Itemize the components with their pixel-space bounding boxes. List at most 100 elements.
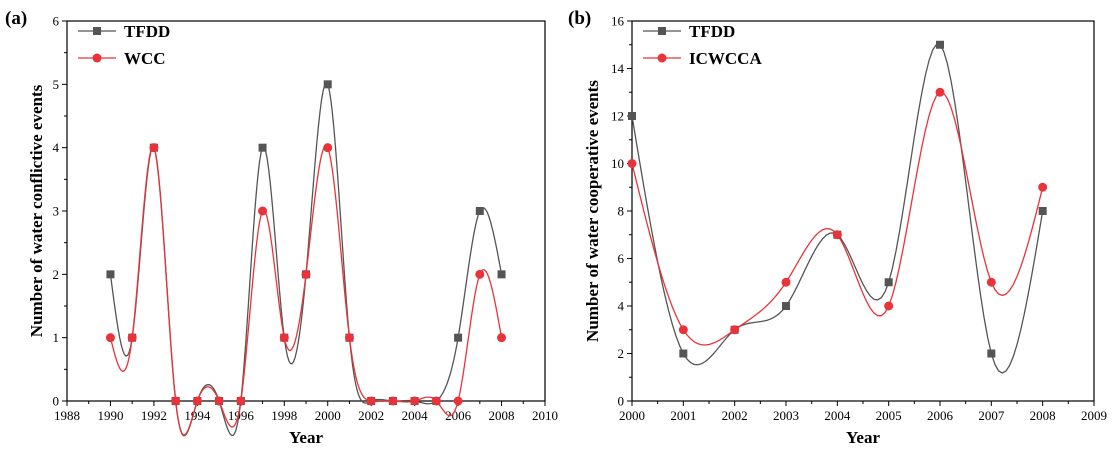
y-tick-label: 16 — [611, 14, 625, 29]
y-tick-label: 6 — [618, 251, 625, 266]
data-point-tfdd — [323, 80, 332, 89]
data-point-tfdd — [782, 302, 790, 310]
x-tick-label: 2006 — [927, 408, 954, 423]
y-tick-label: 3 — [53, 204, 60, 219]
x-tick-label: 2010 — [532, 408, 558, 423]
data-point-icwcca — [730, 325, 740, 335]
panel-label: (b) — [568, 8, 591, 29]
legend-marker — [657, 53, 667, 63]
legend-marker — [658, 27, 666, 35]
data-point-icwcca — [884, 301, 894, 311]
legend-label: TFDD — [124, 22, 170, 41]
data-point-wcc — [214, 396, 224, 406]
data-point-wcc — [192, 396, 202, 406]
data-point-icwcca — [1038, 182, 1048, 192]
y-tick-label: 0 — [53, 394, 60, 409]
data-point-wcc — [475, 269, 485, 279]
data-point-icwcca — [832, 230, 842, 240]
data-point-wcc — [236, 396, 246, 406]
y-tick-label: 4 — [618, 299, 625, 314]
x-tick-label: 2000 — [315, 408, 341, 423]
data-point-tfdd — [106, 270, 115, 279]
x-tick-label: 1988 — [54, 408, 80, 423]
y-tick-label: 10 — [611, 156, 624, 171]
legend-marker — [93, 27, 101, 35]
legend-marker — [92, 53, 102, 63]
legend-label: ICWCCA — [689, 49, 762, 68]
data-point-icwcca — [781, 277, 791, 287]
x-axis-title: Year — [846, 428, 880, 447]
data-point-tfdd — [454, 333, 463, 342]
x-tick-label: 2009 — [1081, 408, 1107, 423]
data-point-icwcca — [935, 87, 945, 97]
plot-frame — [66, 20, 546, 402]
y-tick-label: 5 — [53, 77, 60, 92]
data-point-wcc — [149, 143, 159, 153]
x-tick-label: 2002 — [358, 408, 384, 423]
x-tick-label: 2000 — [619, 408, 645, 423]
data-point-tfdd — [1038, 207, 1047, 215]
data-point-wcc — [279, 333, 289, 343]
data-point-wcc — [497, 333, 507, 343]
data-point-wcc — [453, 396, 463, 406]
series-line-tfdd — [109, 81, 503, 437]
data-point-wcc — [344, 333, 354, 343]
x-tick-label: 2008 — [1030, 408, 1056, 423]
data-point-tfdd — [475, 207, 484, 215]
x-tick-label: 2005 — [876, 408, 902, 423]
data-point-wcc — [301, 269, 311, 279]
data-point-tfdd — [497, 270, 506, 279]
x-tick-label: 1992 — [141, 408, 167, 423]
data-point-tfdd — [884, 278, 893, 287]
legend-label: WCC — [124, 49, 166, 68]
x-tick-label: 1990 — [97, 408, 123, 423]
data-point-icwcca — [627, 159, 637, 168]
legend-label: TFDD — [689, 22, 735, 41]
x-tick-label: 2007 — [978, 408, 1005, 423]
data-point-tfdd — [258, 143, 267, 152]
x-tick-label: 2003 — [773, 408, 799, 423]
x-tick-label: 2006 — [445, 408, 472, 423]
data-point-wcc — [410, 396, 420, 406]
data-point-wcc — [388, 396, 398, 406]
y-tick-label: 6 — [53, 14, 60, 29]
data-point-wcc — [323, 143, 333, 153]
data-point-wcc — [431, 396, 441, 406]
data-point-tfdd — [628, 112, 636, 120]
y-axis-title: Number of water cooperative events — [583, 80, 602, 342]
y-tick-label: 8 — [618, 204, 625, 219]
data-point-wcc — [127, 333, 137, 343]
y-tick-label: 0 — [618, 394, 625, 409]
x-axis-title: Year — [289, 428, 323, 447]
data-point-icwcca — [678, 325, 688, 335]
panel-a: 1988 1990 1992 1994 1996 1998 2000 2002 2004 2006… — [5, 8, 558, 447]
x-tick-label: 1994 — [184, 408, 211, 423]
data-point-tfdd — [679, 349, 688, 358]
data-point-wcc — [258, 206, 268, 216]
y-tick-label: 1 — [53, 330, 60, 345]
panel-b: 2000 2001 2002 2003 2004 2005 2006 2007 2008 2009… — [568, 8, 1107, 447]
series-line-icwcca — [631, 91, 1044, 346]
x-tick-label: 2002 — [722, 408, 748, 423]
y-axis-title: Number of water conflictive events — [27, 84, 46, 337]
x-tick-label: 2004 — [824, 408, 851, 423]
x-tick-label: 1998 — [271, 408, 297, 423]
data-point-tfdd — [936, 40, 944, 49]
data-point-wcc — [105, 333, 115, 343]
y-tick-label: 2 — [618, 346, 625, 361]
y-tick-label: 14 — [611, 61, 625, 76]
panel-label: (a) — [5, 8, 27, 29]
y-tick-label: 2 — [53, 267, 60, 282]
x-tick-label: 2001 — [670, 408, 696, 423]
data-point-tfdd — [987, 349, 996, 358]
data-point-wcc — [171, 396, 181, 406]
series-line-tfdd — [631, 43, 1044, 374]
data-point-wcc — [366, 396, 376, 406]
data-point-icwcca — [986, 277, 996, 287]
x-tick-label: 2008 — [489, 408, 515, 423]
y-tick-label: 12 — [611, 109, 624, 124]
x-tick-label: 2004 — [402, 408, 429, 423]
x-tick-label: 1996 — [228, 408, 255, 423]
y-tick-label: 4 — [53, 140, 60, 155]
